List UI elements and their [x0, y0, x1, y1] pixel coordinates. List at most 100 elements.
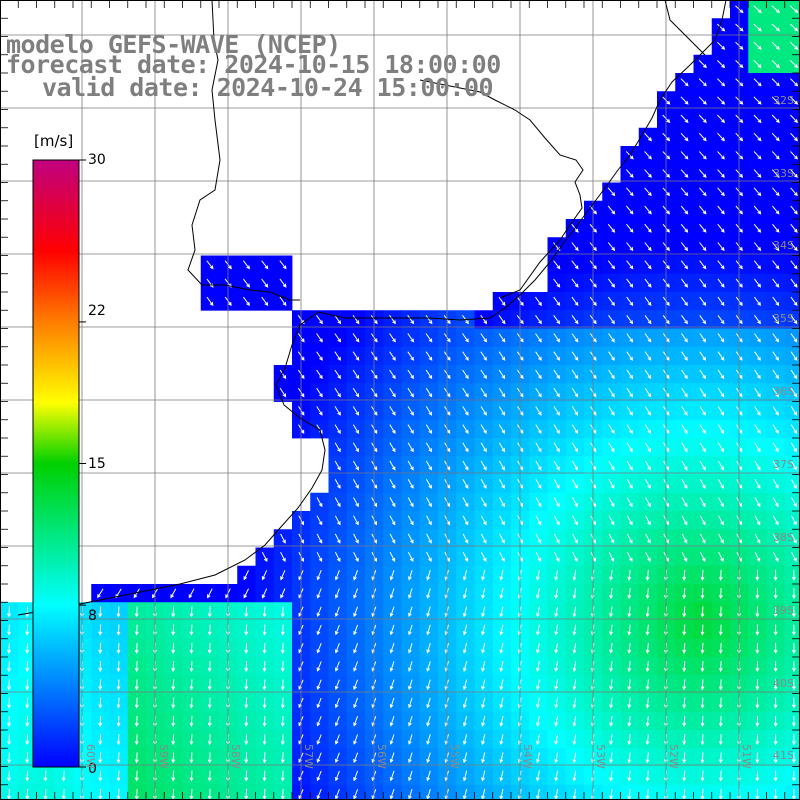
wind-vector	[755, 770, 760, 782]
wind-vector	[389, 734, 395, 745]
wind-vector	[134, 606, 139, 618]
wind-vector	[717, 479, 724, 489]
wind-vector	[462, 588, 468, 600]
wind-vector	[572, 715, 577, 727]
wind-vector	[645, 734, 650, 746]
wind-vector	[261, 551, 268, 563]
wind-vector	[791, 734, 796, 746]
wind-vector	[189, 752, 194, 764]
wind-vector	[407, 460, 414, 471]
wind-vector	[627, 588, 632, 600]
wind-vector	[626, 278, 634, 288]
wind-vector	[609, 606, 613, 618]
wind-vector	[499, 515, 505, 526]
speed-cell	[784, 748, 800, 767]
wind-vector	[134, 734, 139, 746]
wind-vector	[773, 588, 778, 600]
wind-vector	[535, 752, 540, 764]
wind-vector	[242, 260, 251, 270]
wind-vector	[261, 260, 269, 270]
wind-vector	[262, 679, 267, 691]
speed-cell	[784, 620, 800, 640]
wind-vector	[353, 752, 359, 764]
wind-vector	[791, 533, 797, 544]
wind-vector	[627, 788, 632, 800]
wind-vector	[790, 296, 798, 307]
wind-vector	[698, 96, 707, 105]
wind-vector	[61, 770, 66, 782]
speed-cell	[784, 109, 800, 129]
wind-vector	[408, 697, 413, 709]
speed-cell	[784, 419, 800, 439]
wind-vector	[700, 788, 705, 800]
wind-vector	[789, 41, 799, 50]
wind-vector	[499, 661, 504, 673]
wind-vector	[772, 260, 780, 270]
wind-vector	[262, 715, 267, 727]
wind-vector	[699, 205, 707, 215]
wind-vector	[462, 734, 468, 746]
wind-vector	[772, 442, 779, 453]
wind-vector	[699, 442, 706, 453]
wind-vector	[425, 442, 432, 453]
wind-vector	[389, 351, 396, 361]
wind-vector	[462, 624, 468, 636]
wind-vector	[718, 569, 723, 581]
wind-vector	[262, 606, 267, 618]
lon-label-53w: 53W	[594, 744, 607, 769]
wind-vector	[699, 351, 706, 361]
wind-vector	[716, 23, 726, 32]
wind-vector	[554, 734, 559, 746]
wind-vector	[171, 697, 176, 709]
wind-vector	[645, 569, 650, 581]
wind-vector	[609, 679, 613, 691]
wind-vector	[680, 151, 689, 160]
title-forecast-date: forecast date: 2024-10-15 18:00:00	[6, 50, 501, 79]
wind-vector	[462, 333, 469, 343]
wind-vector	[716, 41, 726, 50]
wind-vector	[680, 296, 688, 307]
wind-vector	[681, 351, 688, 361]
wind-vector	[498, 315, 506, 325]
wind-vector	[608, 515, 615, 526]
wind-vector	[389, 369, 396, 380]
wind-vector	[754, 442, 761, 453]
lat-label-32s: 32S	[773, 94, 794, 107]
wind-vector	[389, 752, 395, 764]
wind-vector	[462, 479, 469, 489]
wind-vector	[188, 588, 195, 599]
wind-vector	[755, 697, 760, 709]
wind-vector	[481, 661, 486, 673]
wind-vector	[753, 96, 762, 105]
wind-vector	[772, 497, 779, 508]
wind-vector	[352, 351, 360, 361]
wind-vector	[25, 661, 30, 673]
wind-vector	[7, 770, 11, 782]
wind-vector	[7, 642, 11, 654]
wind-vector	[25, 715, 30, 727]
wind-vector	[680, 132, 689, 142]
wind-vector	[389, 333, 396, 343]
wind-vector	[426, 606, 431, 618]
wind-vector	[426, 715, 431, 727]
wind-vector	[680, 78, 689, 87]
wind-vector	[280, 624, 285, 636]
wind-vector	[426, 770, 431, 782]
wind-vector	[554, 715, 559, 727]
speed-cell	[784, 127, 800, 147]
wind-vector	[680, 242, 689, 252]
wind-vector	[645, 697, 650, 709]
wind-vector	[535, 515, 542, 526]
wind-vector	[407, 497, 414, 508]
wind-vector	[718, 770, 723, 782]
wind-vector	[681, 479, 688, 489]
wind-vector	[700, 715, 705, 727]
wind-vector	[207, 734, 212, 746]
wind-vector	[389, 788, 395, 800]
wind-vector	[462, 770, 468, 782]
wind-vector	[334, 533, 341, 544]
wind-vector	[755, 679, 760, 691]
wind-vector	[644, 387, 652, 398]
wind-vector	[352, 406, 360, 416]
wind-vector	[754, 369, 761, 380]
